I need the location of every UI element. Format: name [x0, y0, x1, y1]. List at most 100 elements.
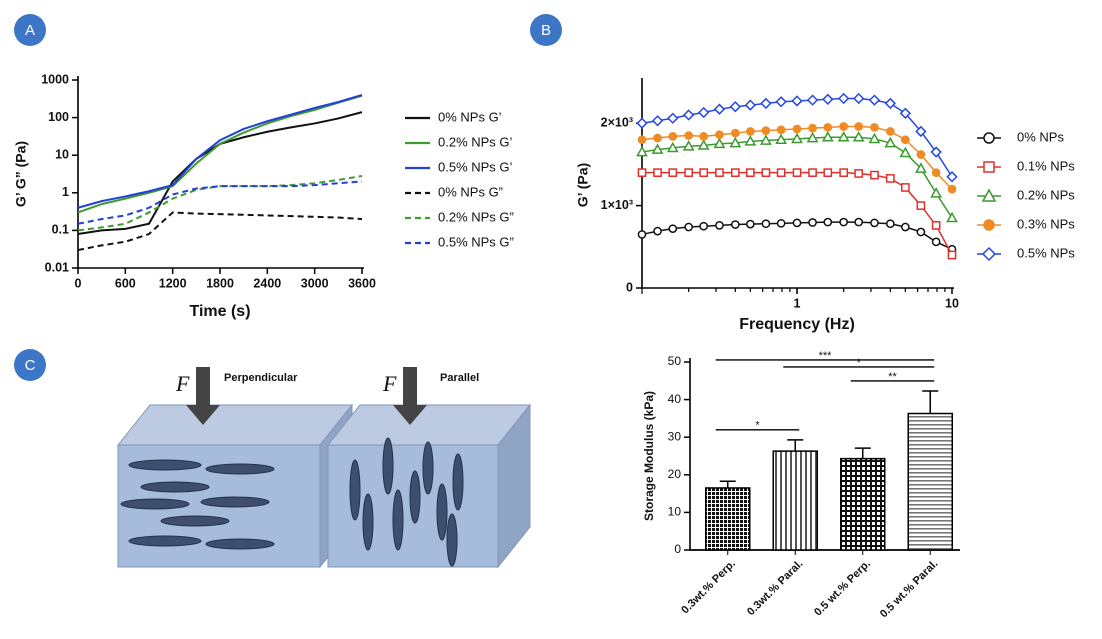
chart-b: 01×10³2×10³110Frequency (Hz)G’ (Pa)0% NP…: [575, 78, 1076, 333]
marker: [886, 99, 895, 108]
marker: [654, 134, 661, 141]
x-axis-label: Frequency (Hz): [739, 316, 855, 333]
marker: [778, 169, 785, 176]
marker: [855, 218, 862, 225]
series-line: [78, 96, 362, 213]
marker: [855, 170, 862, 177]
axis: [78, 76, 364, 268]
x-tick-label: 0.5 wt.% Perp.: [812, 558, 873, 619]
panel-label: B: [541, 22, 551, 39]
panel-label: C: [25, 357, 36, 374]
fiber: [410, 471, 420, 523]
page: {"panel_labels": ["A", "B", "C"], "diagr…: [0, 0, 1102, 639]
legend-label: 0% NPs: [1017, 129, 1064, 144]
marker: [778, 220, 785, 227]
x-tick-label: 0.5 wt.% Paral.: [878, 558, 941, 621]
fiber: [453, 454, 463, 510]
fiber: [206, 464, 274, 474]
series-line: [78, 95, 362, 208]
marker: [637, 119, 646, 128]
x-tick-label: 1: [794, 296, 801, 310]
marker: [669, 225, 676, 232]
marker: [901, 148, 910, 156]
marker: [716, 131, 723, 138]
marker: [948, 251, 955, 258]
fiber: [161, 516, 229, 526]
marker: [716, 169, 723, 176]
marker: [947, 172, 956, 181]
marker: [887, 220, 894, 227]
fiber: [437, 484, 447, 540]
marker: [823, 95, 832, 104]
marker: [669, 133, 676, 140]
series-line: [78, 212, 362, 250]
marker: [684, 110, 693, 119]
legend-label: 0% NPs G’: [438, 109, 502, 124]
marker: [792, 96, 801, 105]
panel-label: A: [25, 22, 35, 39]
x-tick-label: 1200: [159, 276, 187, 290]
x-tick-label: 0.3wt.% Perp.: [679, 558, 738, 617]
marker: [824, 169, 831, 176]
marker: [747, 128, 754, 135]
y-tick-label: 100: [48, 110, 69, 124]
marker: [762, 127, 769, 134]
marker: [839, 94, 848, 103]
bar: [908, 414, 952, 550]
legend-label: 0.2% NPs G’: [438, 134, 513, 149]
y-axis-label: G’ (Pa): [575, 163, 591, 207]
marker: [902, 223, 909, 230]
y-tick-label: 0: [626, 280, 633, 294]
marker: [809, 219, 816, 226]
marker: [840, 169, 847, 176]
y-tick-label: 0.1: [52, 223, 69, 237]
y-tick-label: 50: [668, 354, 682, 368]
marker: [777, 97, 786, 106]
marker: [809, 169, 816, 176]
legend-label: 0.5% NPs: [1017, 245, 1075, 260]
marker: [762, 169, 769, 176]
x-tick-label: 0: [75, 276, 82, 290]
legend-label: 0.2% NPs G”: [438, 209, 514, 224]
legend-label: 0% NPs G”: [438, 184, 503, 199]
marker: [808, 96, 817, 105]
x-tick-label: 1800: [206, 276, 234, 290]
figure: A B C: [0, 0, 1102, 639]
force-label: F⃗: [382, 371, 414, 396]
y-tick-label: 10: [55, 147, 69, 161]
marker: [746, 100, 755, 109]
y-tick-label: 0.01: [45, 260, 69, 274]
force-label: F⃗: [175, 371, 207, 396]
box-top: [328, 405, 530, 445]
marker: [793, 125, 800, 132]
fiber: [129, 460, 201, 470]
x-tick-label: 3000: [301, 276, 329, 290]
x-tick-label: 2400: [253, 276, 281, 290]
chart-c: 01020304050Storage Modulus (kPa)0.3wt.% …: [642, 350, 960, 620]
marker: [933, 238, 940, 245]
marker: [778, 126, 785, 133]
legend-label: 0.5% NPs G”: [438, 234, 514, 249]
marker: [917, 151, 924, 158]
marker: [933, 222, 940, 229]
orientation-label: Perpendicular: [224, 372, 298, 384]
marker: [638, 231, 645, 238]
marker: [716, 222, 723, 229]
fiber: [201, 497, 269, 507]
fiber: [447, 514, 457, 566]
marker: [685, 223, 692, 230]
marker: [761, 99, 770, 108]
bar: [841, 459, 885, 550]
marker: [685, 169, 692, 176]
marker: [654, 169, 661, 176]
legend-label: 0.2% NPs: [1017, 187, 1075, 202]
marker: [793, 169, 800, 176]
legend-label: 0.1% NPs: [1017, 158, 1075, 173]
marker: [870, 96, 879, 105]
marker: [731, 102, 740, 111]
fiber: [206, 539, 274, 549]
significance-label: *: [857, 357, 862, 369]
marker: [669, 169, 676, 176]
marker: [902, 184, 909, 191]
marker: [732, 221, 739, 228]
